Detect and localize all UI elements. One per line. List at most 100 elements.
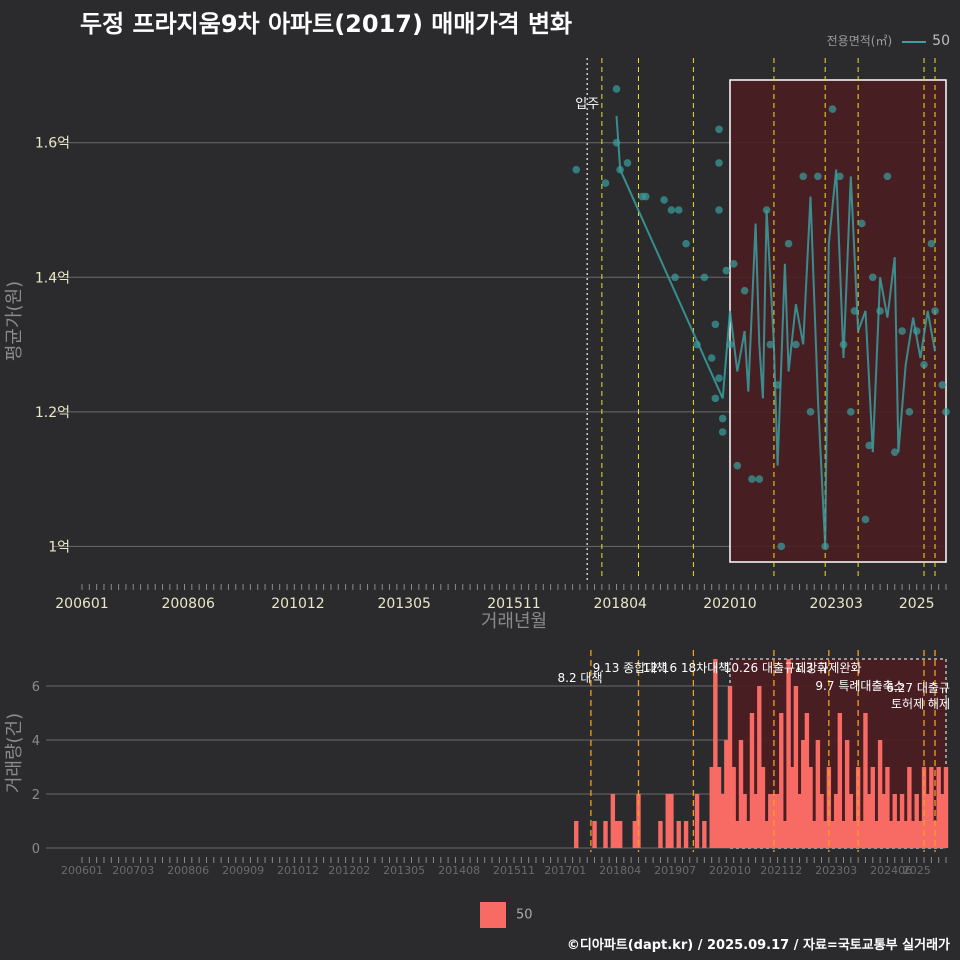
price-point xyxy=(868,273,877,282)
legend-label: 50 xyxy=(932,33,950,49)
volume-bar xyxy=(610,794,616,848)
volume-bar xyxy=(885,767,890,848)
volume-bar xyxy=(929,767,934,848)
volume-bar xyxy=(881,794,886,848)
volume-bar xyxy=(812,821,817,848)
volume-bar xyxy=(676,821,681,848)
volume-bar xyxy=(720,794,725,848)
top-x-axis-title: 거래년월 xyxy=(481,611,547,632)
volume-bar xyxy=(658,821,663,848)
price-point xyxy=(740,286,749,295)
volume-bar xyxy=(742,794,747,848)
volume-bar xyxy=(716,767,722,848)
price-point xyxy=(905,408,914,416)
volume-bar xyxy=(940,794,945,848)
volume-bar xyxy=(753,794,758,848)
bottom-x-tick-label: 201804 xyxy=(599,864,641,877)
volume-bar xyxy=(855,767,861,848)
price-point xyxy=(572,165,581,174)
price-point xyxy=(821,542,829,551)
volume-bar xyxy=(863,713,868,848)
price-point xyxy=(938,381,947,389)
price-point xyxy=(861,515,870,524)
price-point xyxy=(784,239,793,248)
volume-bar xyxy=(782,821,788,848)
volume-bar xyxy=(757,686,762,848)
event-label: 10.26 대출규제강화 xyxy=(724,661,828,675)
price-point xyxy=(927,239,936,248)
volume-bar xyxy=(665,794,670,848)
top-y-tick-label: 1.2억 xyxy=(35,405,70,421)
volume-bar xyxy=(797,794,802,848)
event-label: 12.16 18차대책 xyxy=(643,660,730,675)
price-point xyxy=(671,273,679,282)
price-point xyxy=(612,85,621,93)
top-highlight-range xyxy=(729,79,947,563)
bottom-x-tick-label: 202112 xyxy=(760,864,802,877)
price-point xyxy=(814,172,822,181)
top-y-tick-label: 1.6억 xyxy=(35,136,70,152)
volume-bar xyxy=(815,740,821,848)
volume-bar xyxy=(848,794,854,848)
top-x-tick-label: 201511 xyxy=(487,596,540,612)
volume-bar xyxy=(614,821,619,848)
price-point xyxy=(850,307,859,315)
bottom-y-tick-label: 2 xyxy=(32,788,40,803)
event-label: 8.2 대책 xyxy=(558,670,603,685)
bottom-y-axis-title: 거래량(건) xyxy=(4,713,25,793)
volume-bar xyxy=(914,794,919,848)
volume-bar xyxy=(592,821,597,848)
top-x-tick-label: 201012 xyxy=(271,596,324,612)
price-point xyxy=(839,340,848,349)
legend-top: 전용면적(㎡) 50 xyxy=(827,32,950,49)
volume-bar xyxy=(683,821,689,848)
price-point xyxy=(715,374,723,382)
volume-bar xyxy=(844,740,850,848)
price-point xyxy=(707,354,716,362)
bottom-x-tick-label: 202406 xyxy=(870,864,912,877)
bottom-x-tick-label: 200806 xyxy=(167,864,209,877)
volume-bar xyxy=(859,821,864,848)
bottom-x-tick-label: 201907 xyxy=(654,864,696,877)
movein-label: 입주 xyxy=(575,97,599,112)
volume-bar xyxy=(910,821,916,848)
price-point xyxy=(748,475,756,483)
price-point xyxy=(733,461,742,470)
volume-bar xyxy=(907,767,912,848)
volume-bar xyxy=(903,821,908,848)
price-point xyxy=(700,273,709,282)
volume-bar xyxy=(833,794,839,848)
top-x-tick-label: 200806 xyxy=(161,596,215,612)
top-x-tick-label: 202010 xyxy=(703,596,756,612)
price-point xyxy=(847,408,855,416)
price-point xyxy=(682,239,690,248)
volume-bar xyxy=(603,821,608,848)
volume-bar xyxy=(943,767,949,848)
volume-bar xyxy=(801,740,806,848)
bottom-x-tick-label: 2025 xyxy=(903,864,931,877)
volume-bar xyxy=(888,821,894,848)
volume-bar xyxy=(899,794,905,848)
volume-bar xyxy=(936,767,941,848)
price-point xyxy=(729,260,738,268)
legend-bar-swatch xyxy=(480,902,506,928)
volume-bar xyxy=(779,713,784,848)
volume-bar xyxy=(764,821,769,848)
price-point xyxy=(711,320,720,329)
price-point xyxy=(667,206,676,214)
price-point xyxy=(799,172,808,181)
price-point xyxy=(773,381,782,389)
volume-bar xyxy=(724,740,729,848)
price-point xyxy=(920,360,928,369)
price-point xyxy=(792,340,800,349)
legend-line-swatch xyxy=(902,40,927,43)
volume-bar xyxy=(727,686,733,848)
volume-bar xyxy=(709,767,714,848)
volume-bar xyxy=(877,740,883,848)
volume-bar xyxy=(790,767,795,848)
bottom-y-tick-label: 6 xyxy=(32,680,40,695)
top-y-axis-title: 평균가(원) xyxy=(4,281,25,361)
bottom-x-tick-label: 200601 xyxy=(61,864,103,877)
legend-bottom: 50 xyxy=(480,902,533,928)
volume-bar xyxy=(738,740,744,848)
